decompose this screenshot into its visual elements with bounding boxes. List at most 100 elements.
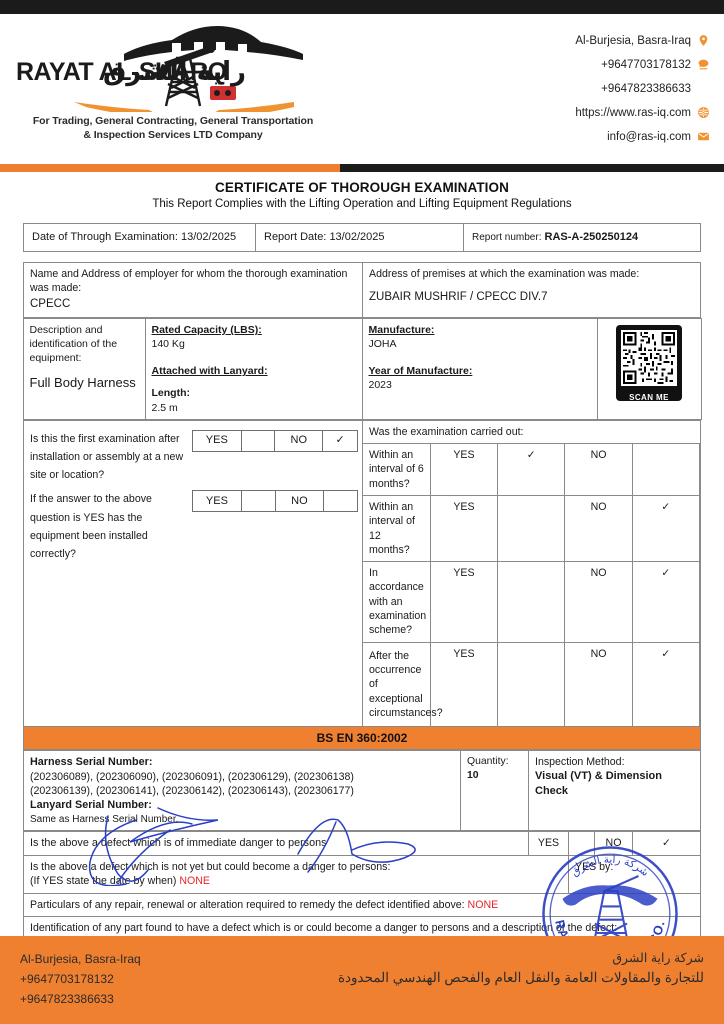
no-checkbox[interactable]: ✓ (632, 831, 701, 856)
question-installed-correctly-answers: YES NO (192, 488, 362, 573)
yes-label: YES (192, 490, 242, 513)
tagline-line-2: & Inspection Services LTD Company (83, 129, 263, 142)
no-checkbox[interactable] (631, 443, 701, 496)
contact-phone-1: +9647703178132 (410, 58, 710, 71)
yes-no-group: YES NO ✓ (192, 429, 358, 452)
page-header: RAYAT AL-SHARQ راية الشرق For Trading, G… (0, 14, 724, 164)
yes-checkbox[interactable] (497, 494, 566, 563)
no-label: NO (274, 429, 324, 452)
report-number-label: Report number: (472, 232, 542, 243)
meta-strip-table: Date of Through Examination: 13/02/2025 … (23, 223, 701, 252)
future-danger-line-1: Is the above a defect which is not yet b… (30, 860, 391, 873)
table-row: Harness Serial Number: (202306089), (202… (23, 750, 701, 832)
yes-by-cell: YES by: (568, 854, 701, 894)
no-checkbox[interactable]: ✓ (631, 561, 701, 643)
rated-capacity-value: 140 Kg (151, 338, 185, 351)
footer-phone-1: +9647703178132 (20, 971, 114, 986)
table-row: Name and Address of employer for whom th… (23, 261, 701, 318)
future-danger-cell: Is the above a defect which is not yet b… (23, 854, 569, 894)
yes-checkbox[interactable] (568, 831, 595, 856)
repair-value: NONE (467, 898, 499, 911)
year-of-manufacture-label: Year of Manufacture: (368, 365, 473, 378)
yes-checkbox[interactable] (497, 561, 566, 643)
yes-label: YES (192, 429, 242, 452)
no-label: NO (564, 561, 633, 643)
yes-checkbox[interactable]: ✓ (497, 443, 566, 496)
table-row: In accordance with an examination scheme… (363, 561, 701, 643)
yes-by-label: YES by: (575, 860, 614, 873)
lanyard-serial-value: Same as Harness Serial Number. (30, 813, 179, 825)
employer-value: CPECC (30, 298, 71, 311)
divider-orange-segment (0, 164, 341, 172)
table-row: Is the above a defect which is of immedi… (23, 831, 701, 856)
table-row: Particulars of any repair, renewal or al… (23, 892, 701, 917)
quantity-cell: Quantity: 10 (460, 750, 529, 832)
question-row-first-exam: Is this the first examination after inst… (24, 421, 362, 489)
yes-no-group: YES NO (192, 490, 358, 513)
qr-code-icon[interactable] (621, 329, 677, 386)
questions-left-cell: Is this the first examination after inst… (23, 419, 363, 728)
contact-address: Al-Burjesia, Basra-Iraq (410, 34, 710, 47)
questions-table: Is this the first examination after inst… (23, 419, 701, 728)
yes-label: YES (429, 443, 499, 496)
immediate-danger-text: Is the above a defect which is of immedi… (30, 837, 327, 850)
footer-address: Al-Burjesia, Basra-Iraq (20, 952, 141, 966)
exam-date-label: Date of Through Examination: (32, 231, 178, 243)
repair-text: Particulars of any repair, renewal or al… (30, 898, 465, 911)
report-date-cell: Report Date: 13/02/2025 (255, 223, 464, 252)
footer-phone-2: +9647823386633 (20, 991, 114, 1006)
no-checkbox[interactable]: ✓ (631, 641, 701, 727)
table-row: Is the above a defect which is not yet b… (23, 854, 701, 894)
length-label: Length: (151, 387, 191, 400)
footer-arabic-block: شركة راية الشرق للتجارة والمقاولات العام… (338, 950, 704, 986)
table-row: After the occurrence of exceptional circ… (363, 641, 701, 727)
exceptional-circumstances-text: After the occurrence of exceptional circ… (369, 649, 443, 719)
contact-phone-1-text: +9647703178132 (601, 58, 691, 71)
employer-label: Name and Address of employer for whom th… (30, 267, 348, 295)
no-checkbox[interactable]: ✓ (631, 494, 701, 563)
qr-code-box[interactable]: SCAN ME (616, 324, 682, 402)
divider-dark-segment (340, 164, 724, 172)
employer-table: Name and Address of employer for whom th… (23, 261, 701, 318)
contact-website[interactable]: https://www.ras-iq.com (410, 106, 710, 119)
footer-arabic-line-1: شركة راية الشرق (612, 951, 704, 965)
company-tagline: For Trading, General Contracting, Genera… (14, 114, 332, 142)
no-checkbox[interactable] (323, 490, 358, 513)
contact-email[interactable]: info@ras-iq.com (410, 130, 710, 143)
top-black-bar (0, 0, 724, 14)
harness-serial-label: Harness Serial Number: (30, 756, 153, 769)
question-row-installed-correctly: If the answer to the above question is Y… (24, 488, 362, 573)
contact-email-text[interactable]: info@ras-iq.com (607, 130, 691, 143)
manufacture-value: JOHA (368, 338, 397, 351)
location-pin-icon (697, 34, 710, 47)
equipment-table: Description and identification of the eq… (22, 317, 702, 420)
strip-gap (0, 252, 724, 262)
table-row: Is this the first examination after inst… (23, 419, 701, 728)
contact-phone-2: +9647823386633 (410, 82, 710, 95)
premises-cell: Address of premises at which the examina… (362, 261, 701, 318)
contact-website-text[interactable]: https://www.ras-iq.com (575, 106, 691, 119)
interval-12-months-text: Within an interval of 12 months? (363, 495, 431, 563)
yes-label: YES (429, 494, 499, 563)
telephone-icon (697, 58, 710, 71)
equipment-desc-value: Full Body Harness (29, 375, 136, 391)
no-label: NO (564, 641, 633, 727)
qr-code-cell: SCAN ME (596, 317, 702, 420)
interval-6-months-text: Within an interval of 6 months? (363, 443, 431, 496)
questions-right-heading-row: Was the examination carried out: (363, 420, 700, 445)
contact-block: Al-Burjesia, Basra-Iraq +9647703178132 +… (410, 20, 710, 154)
year-of-manufacture-value: 2023 (368, 379, 392, 392)
yes-checkbox[interactable] (240, 490, 276, 513)
globe-icon (697, 106, 710, 119)
yes-checkbox[interactable] (240, 429, 276, 452)
employer-cell: Name and Address of employer for whom th… (23, 261, 363, 318)
harness-serial-line-1: (202306089), (202306090), (202306091), (… (30, 770, 354, 783)
no-checkbox[interactable]: ✓ (322, 429, 358, 452)
questions-right-inner: Was the examination carried out: Within … (363, 420, 701, 727)
yes-checkbox[interactable] (497, 641, 566, 727)
contact-phone-2-text: +9647823386633 (601, 82, 691, 95)
length-value: 2.5 m (151, 401, 178, 414)
rated-capacity-cell: Rated Capacity (LBS): 140 Kg Attached wi… (144, 317, 363, 420)
standard-bar: BS EN 360:2002 (23, 727, 701, 751)
rated-capacity-label: Rated Capacity (LBS): (151, 323, 262, 336)
